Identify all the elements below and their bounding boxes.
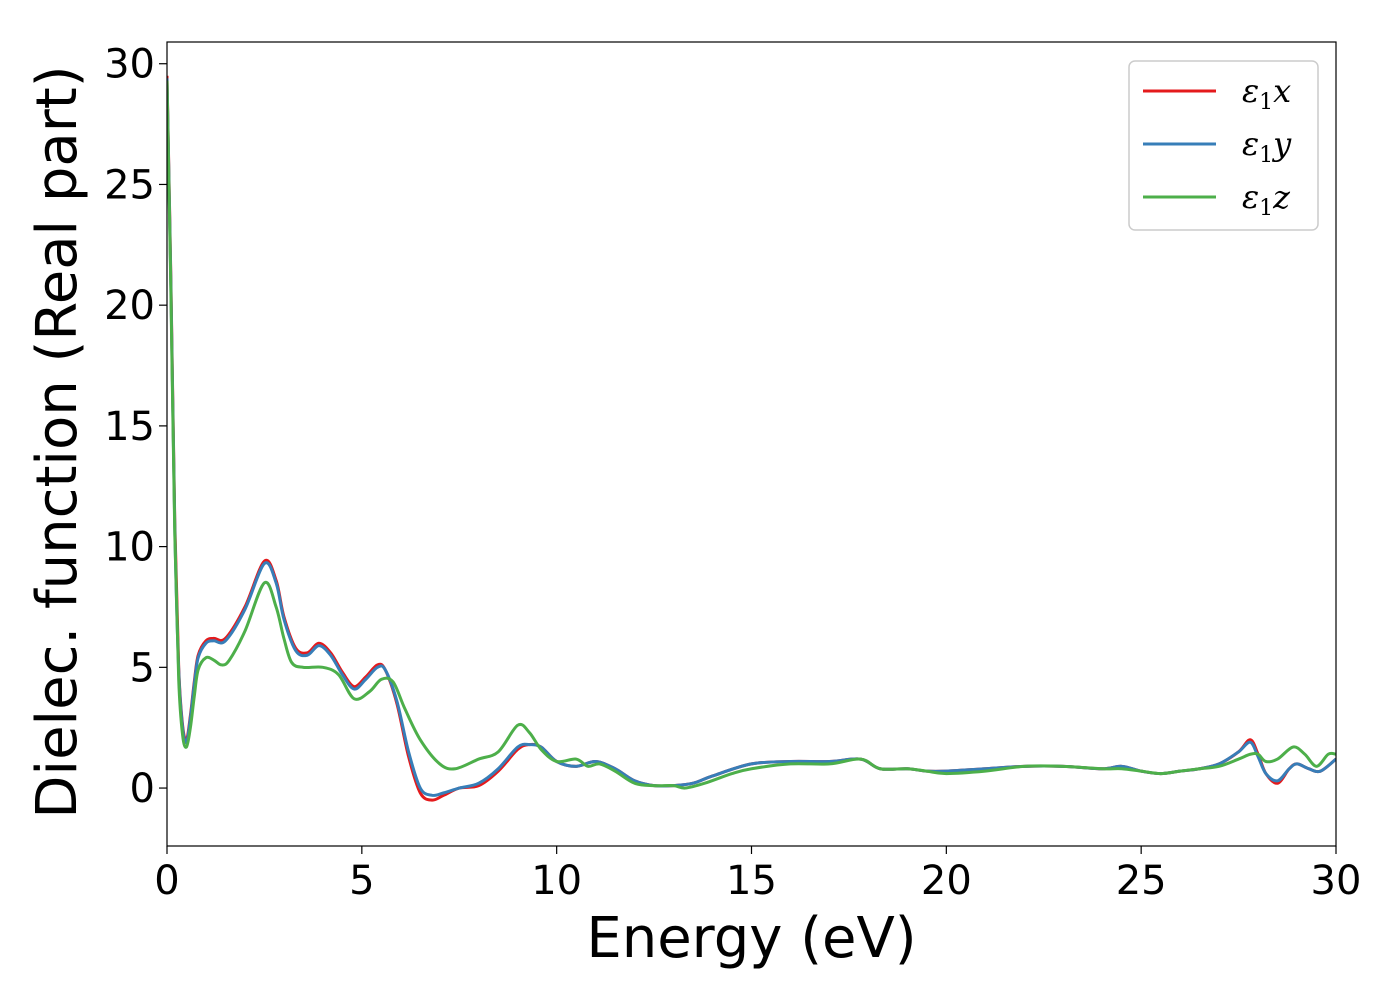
x-axis: 0 5 10 15 20 25 30 [154, 846, 1361, 904]
y-axis: 0 5 10 15 20 25 30 [104, 42, 167, 812]
x-tick-label: 25 [1116, 858, 1167, 904]
x-tick-label: 5 [349, 858, 374, 904]
y-tick-label: 5 [130, 645, 155, 691]
series-layer [167, 75, 1336, 802]
legend-box [1128, 60, 1319, 231]
x-tick-label: 30 [1311, 858, 1362, 904]
y-tick-label: 20 [104, 283, 155, 329]
x-tick-label: 20 [921, 858, 972, 904]
legend: ε1x ε1y ε1z [1128, 60, 1319, 231]
legend-label-z: ε1z [1242, 178, 1291, 221]
x-axis-label: Energy (eV) [586, 906, 916, 971]
legend-label-y: ε1y [1242, 125, 1292, 168]
legend-label-x: ε1x [1242, 72, 1291, 115]
x-tick-label: 10 [531, 858, 582, 904]
x-tick-label: 0 [154, 858, 179, 904]
series-line-z [167, 80, 1336, 790]
y-tick-label: 15 [104, 404, 155, 450]
y-tick-label: 25 [104, 162, 155, 208]
x-tick-label: 15 [726, 858, 777, 904]
y-tick-label: 0 [130, 766, 155, 812]
y-axis-label: Dielec. function (Real part) [25, 65, 90, 818]
y-tick-label: 30 [104, 42, 155, 88]
y-tick-label: 10 [104, 525, 155, 571]
